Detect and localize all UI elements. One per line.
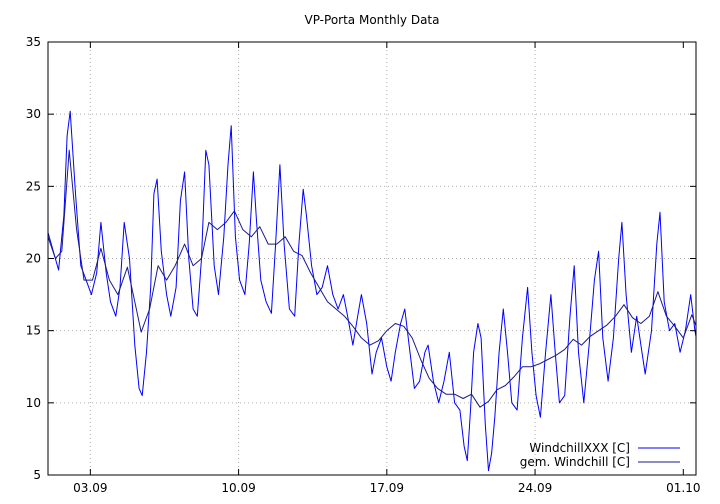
series-line-windchill [48,110,696,472]
legend-label: WindchillXXX [C] [529,441,630,455]
series-line-avg-windchill [48,149,696,408]
y-tick-label: 35 [26,35,41,49]
y-tick-label: 15 [26,324,41,338]
x-tick-label: 03.09 [73,481,107,495]
y-tick-label: 25 [26,179,41,193]
x-tick-label: 10.09 [221,481,255,495]
y-tick-label: 20 [26,252,41,266]
legend: WindchillXXX [C]gem. Windchill [C] [520,441,680,469]
x-axis: 03.09 10.09 17.09 24.09 01.10 [73,42,700,495]
y-tick-label: 10 [26,396,41,410]
x-tick-label: 01.10 [666,481,700,495]
y-tick-label: 30 [26,107,41,121]
y-axis: 5 10 15 20 25 30 35 [26,35,696,482]
chart-title: VP-Porta Monthly Data [305,13,440,27]
legend-label: gem. Windchill [C] [520,455,630,469]
x-tick-label: 17.09 [370,481,404,495]
x-tick-label: 24.09 [518,481,552,495]
series-layer [48,110,696,472]
y-tick-label: 5 [33,468,41,482]
